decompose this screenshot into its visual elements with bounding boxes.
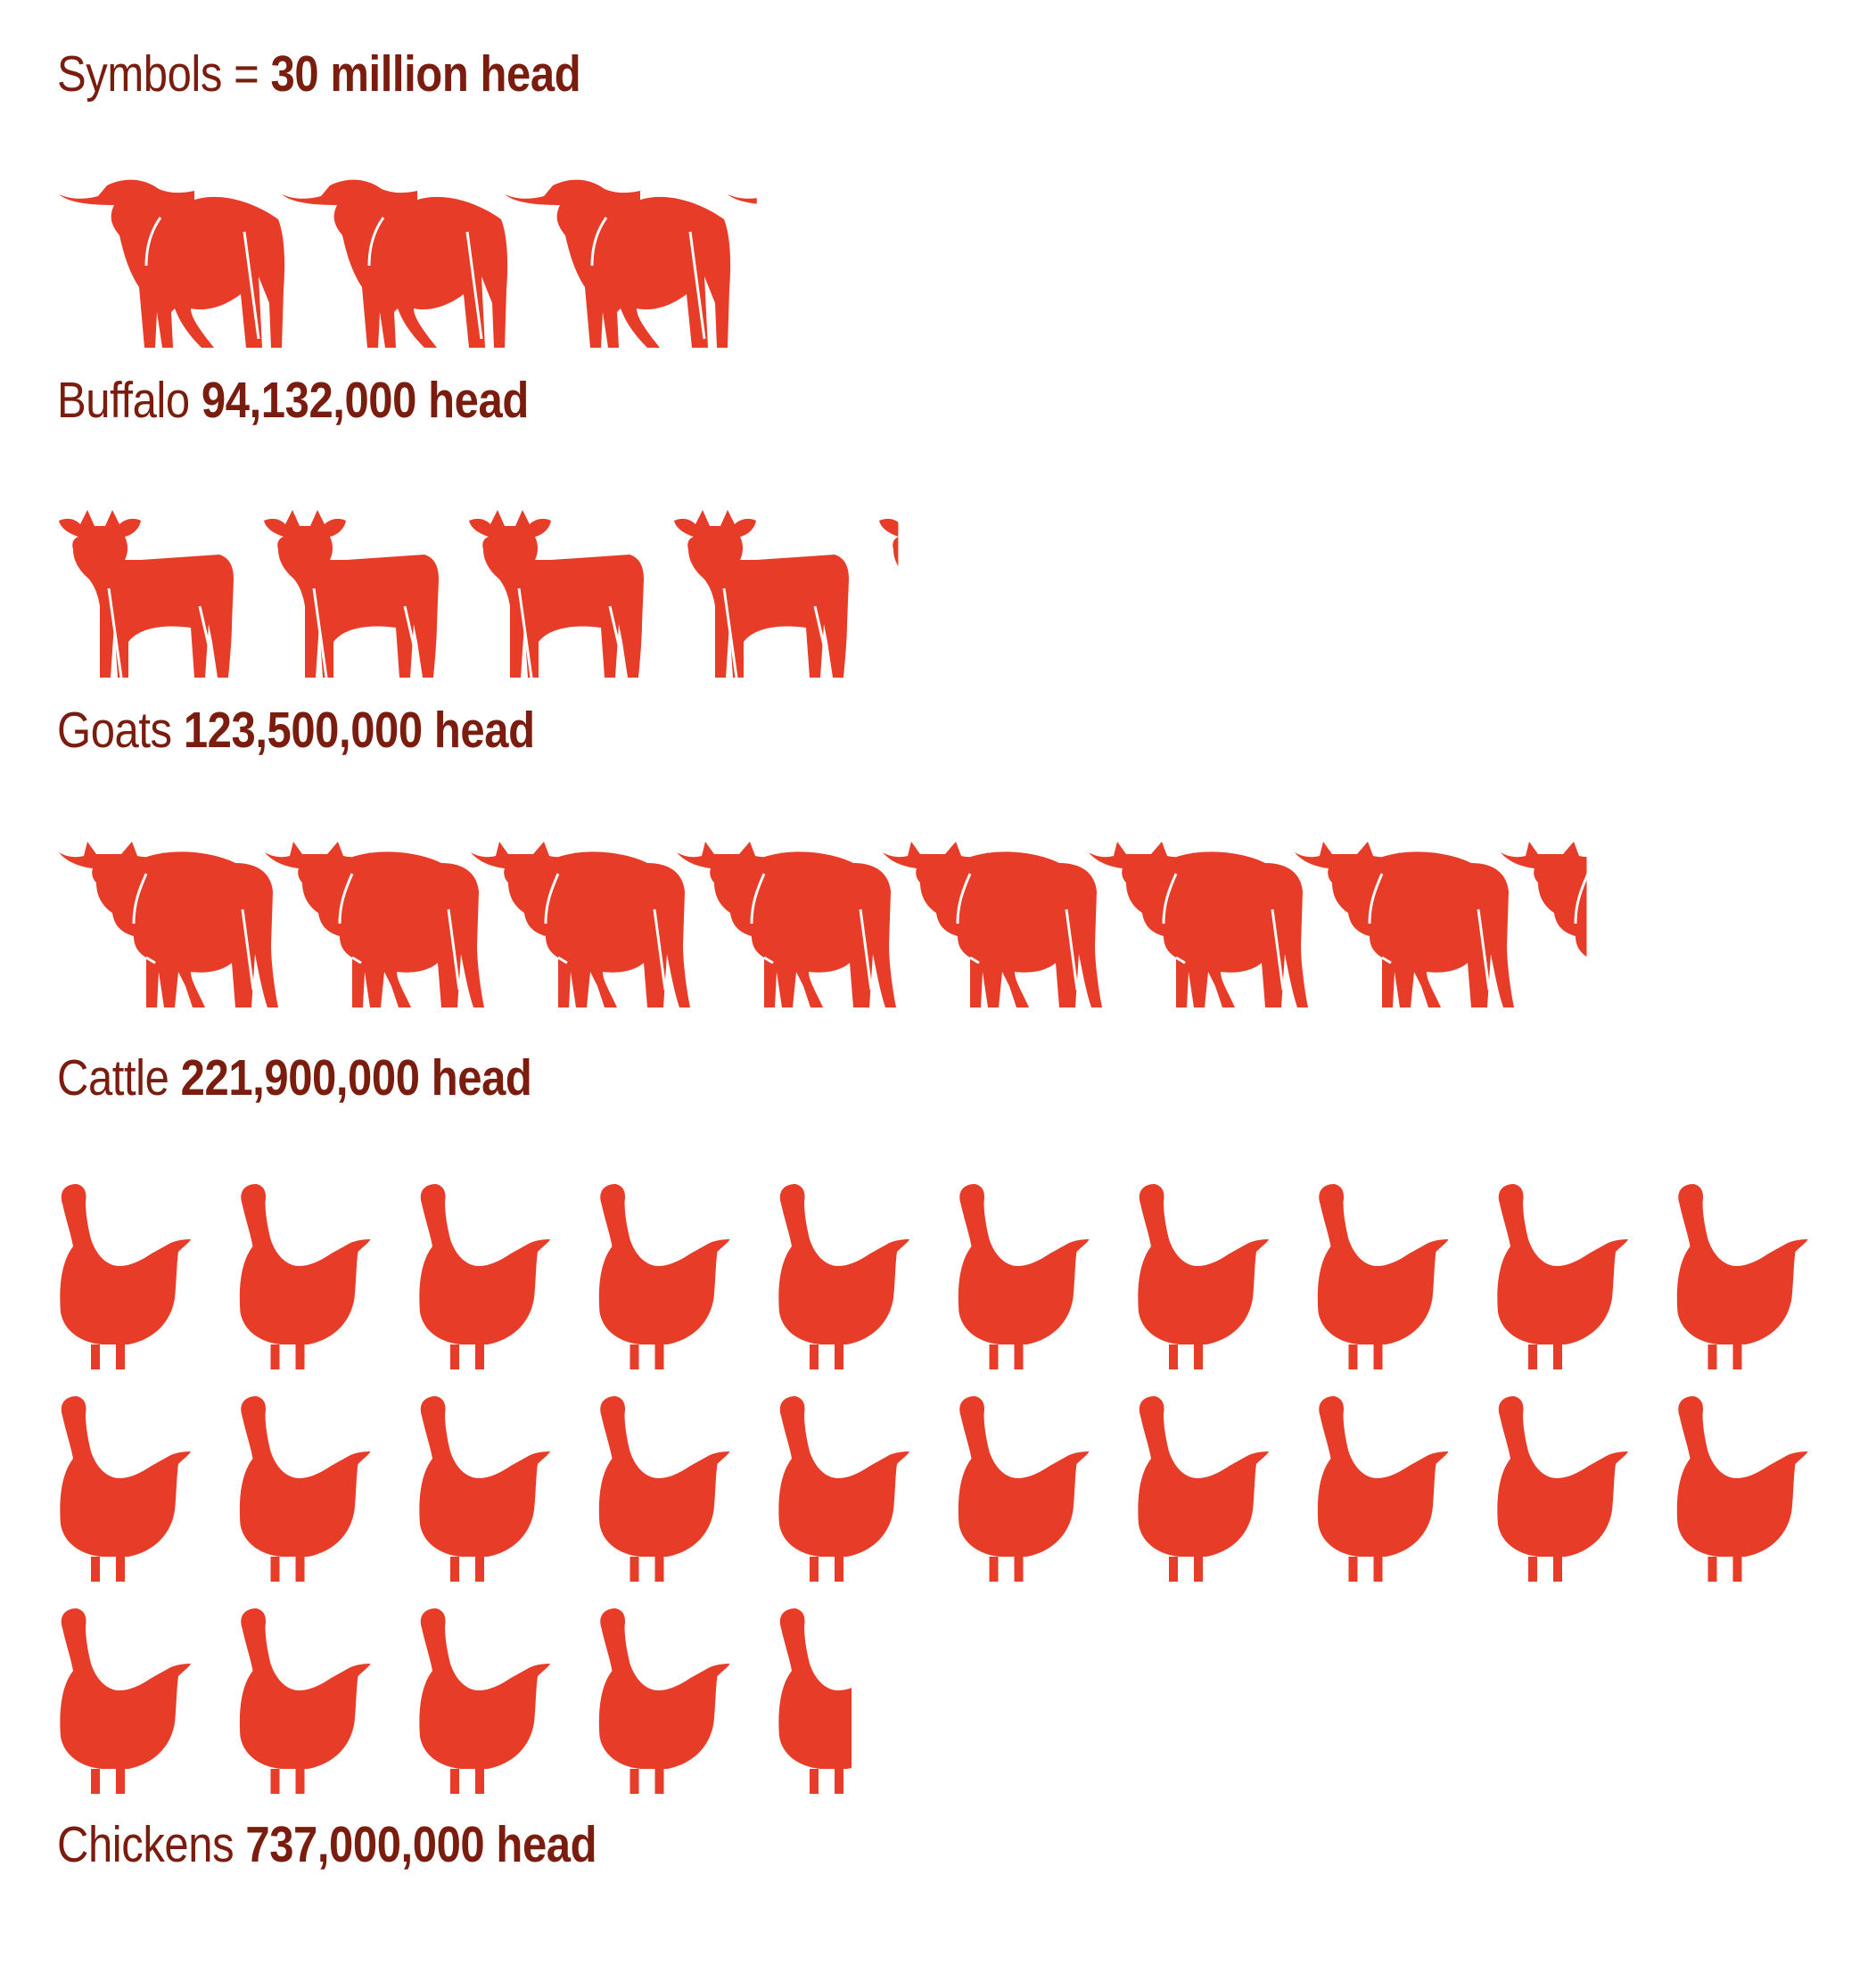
buffalo-label: Buffalo 94,132,000 head xyxy=(57,371,529,430)
cattle-value: 221,900,000 head xyxy=(180,1049,532,1106)
chicken-symbol-24 xyxy=(598,1608,730,1794)
chickens-category: Chickens xyxy=(57,1816,234,1873)
chicken-symbol-row-1 xyxy=(60,1184,1808,1369)
buffalo-category: Buffalo xyxy=(57,372,190,429)
goats-label: Goats 123,500,000 head xyxy=(57,701,535,760)
chicken-symbol-1 xyxy=(60,1184,191,1369)
chicken-symbol-15 xyxy=(778,1396,909,1582)
cattle-symbol-row xyxy=(59,842,1587,1007)
chicken-symbol-10 xyxy=(1676,1184,1808,1369)
goat-symbol-3 xyxy=(469,510,644,678)
cattle-symbol-5 xyxy=(883,842,1102,1007)
cattle-symbol-6 xyxy=(1089,842,1308,1007)
chicken-symbol-12 xyxy=(239,1396,371,1582)
chicken-symbol-2 xyxy=(239,1184,371,1369)
chicken-symbol-20 xyxy=(1676,1396,1808,1582)
chicken-symbol-23 xyxy=(419,1608,550,1794)
goats-category: Goats xyxy=(57,702,172,759)
chicken-symbol-18 xyxy=(1317,1396,1449,1582)
chicken-symbol-5 xyxy=(778,1184,909,1369)
chicken-symbol-16 xyxy=(958,1396,1090,1582)
chicken-symbol-19 xyxy=(1497,1396,1628,1582)
symbol-scale-value: 30 million head xyxy=(270,45,581,103)
cattle-category: Cattle xyxy=(57,1049,169,1106)
chicken-symbol-row-3 xyxy=(60,1608,852,1794)
symbol-scale-note: Symbols = 30 million head xyxy=(57,45,581,103)
buffalo-symbol-4-partial xyxy=(728,194,757,204)
buffalo-symbol-3 xyxy=(505,179,731,348)
chicken-symbol-4 xyxy=(598,1184,730,1369)
cattle-symbol-2 xyxy=(265,842,484,1007)
buffalo-value: 94,132,000 head xyxy=(201,372,529,429)
buffalo-symbol-1 xyxy=(59,179,285,348)
chicken-symbol-22 xyxy=(239,1608,371,1794)
chicken-symbol-17 xyxy=(1138,1396,1269,1582)
cattle-symbol-7 xyxy=(1295,842,1514,1007)
chicken-symbol-21 xyxy=(60,1608,191,1794)
chickens-value: 737,000,000 head xyxy=(245,1816,597,1873)
goat-symbol-2 xyxy=(264,510,439,678)
goat-symbol-row xyxy=(59,510,899,678)
chicken-symbol-3 xyxy=(419,1184,550,1369)
buffalo-symbol-2 xyxy=(282,179,508,348)
chickens-label: Chickens 737,000,000 head xyxy=(57,1815,597,1874)
chicken-symbol-6 xyxy=(958,1184,1090,1369)
chicken-symbol-row-2 xyxy=(60,1396,1808,1582)
chicken-symbol-14 xyxy=(598,1396,730,1582)
cattle-symbol-3 xyxy=(471,842,690,1007)
symbol-scale-prefix: Symbols = xyxy=(57,45,271,103)
chicken-symbol-8 xyxy=(1317,1184,1449,1369)
chicken-symbol-13 xyxy=(419,1396,550,1582)
goat-symbol-4 xyxy=(674,510,849,678)
chicken-symbol-11 xyxy=(60,1396,191,1582)
chicken-symbol-7 xyxy=(1138,1184,1269,1369)
cattle-symbol-8-partial xyxy=(1501,842,1587,957)
cattle-symbol-4 xyxy=(677,842,896,1007)
buffalo-symbol-row xyxy=(59,179,757,348)
cattle-symbol-1 xyxy=(59,842,278,1007)
goat-symbol-5-partial xyxy=(879,518,899,566)
chicken-symbol-25-partial xyxy=(778,1608,852,1794)
goats-value: 123,500,000 head xyxy=(183,702,535,759)
chicken-symbol-9 xyxy=(1497,1184,1628,1369)
goat-symbol-1 xyxy=(59,510,234,678)
cattle-label: Cattle 221,900,000 head xyxy=(57,1048,532,1107)
